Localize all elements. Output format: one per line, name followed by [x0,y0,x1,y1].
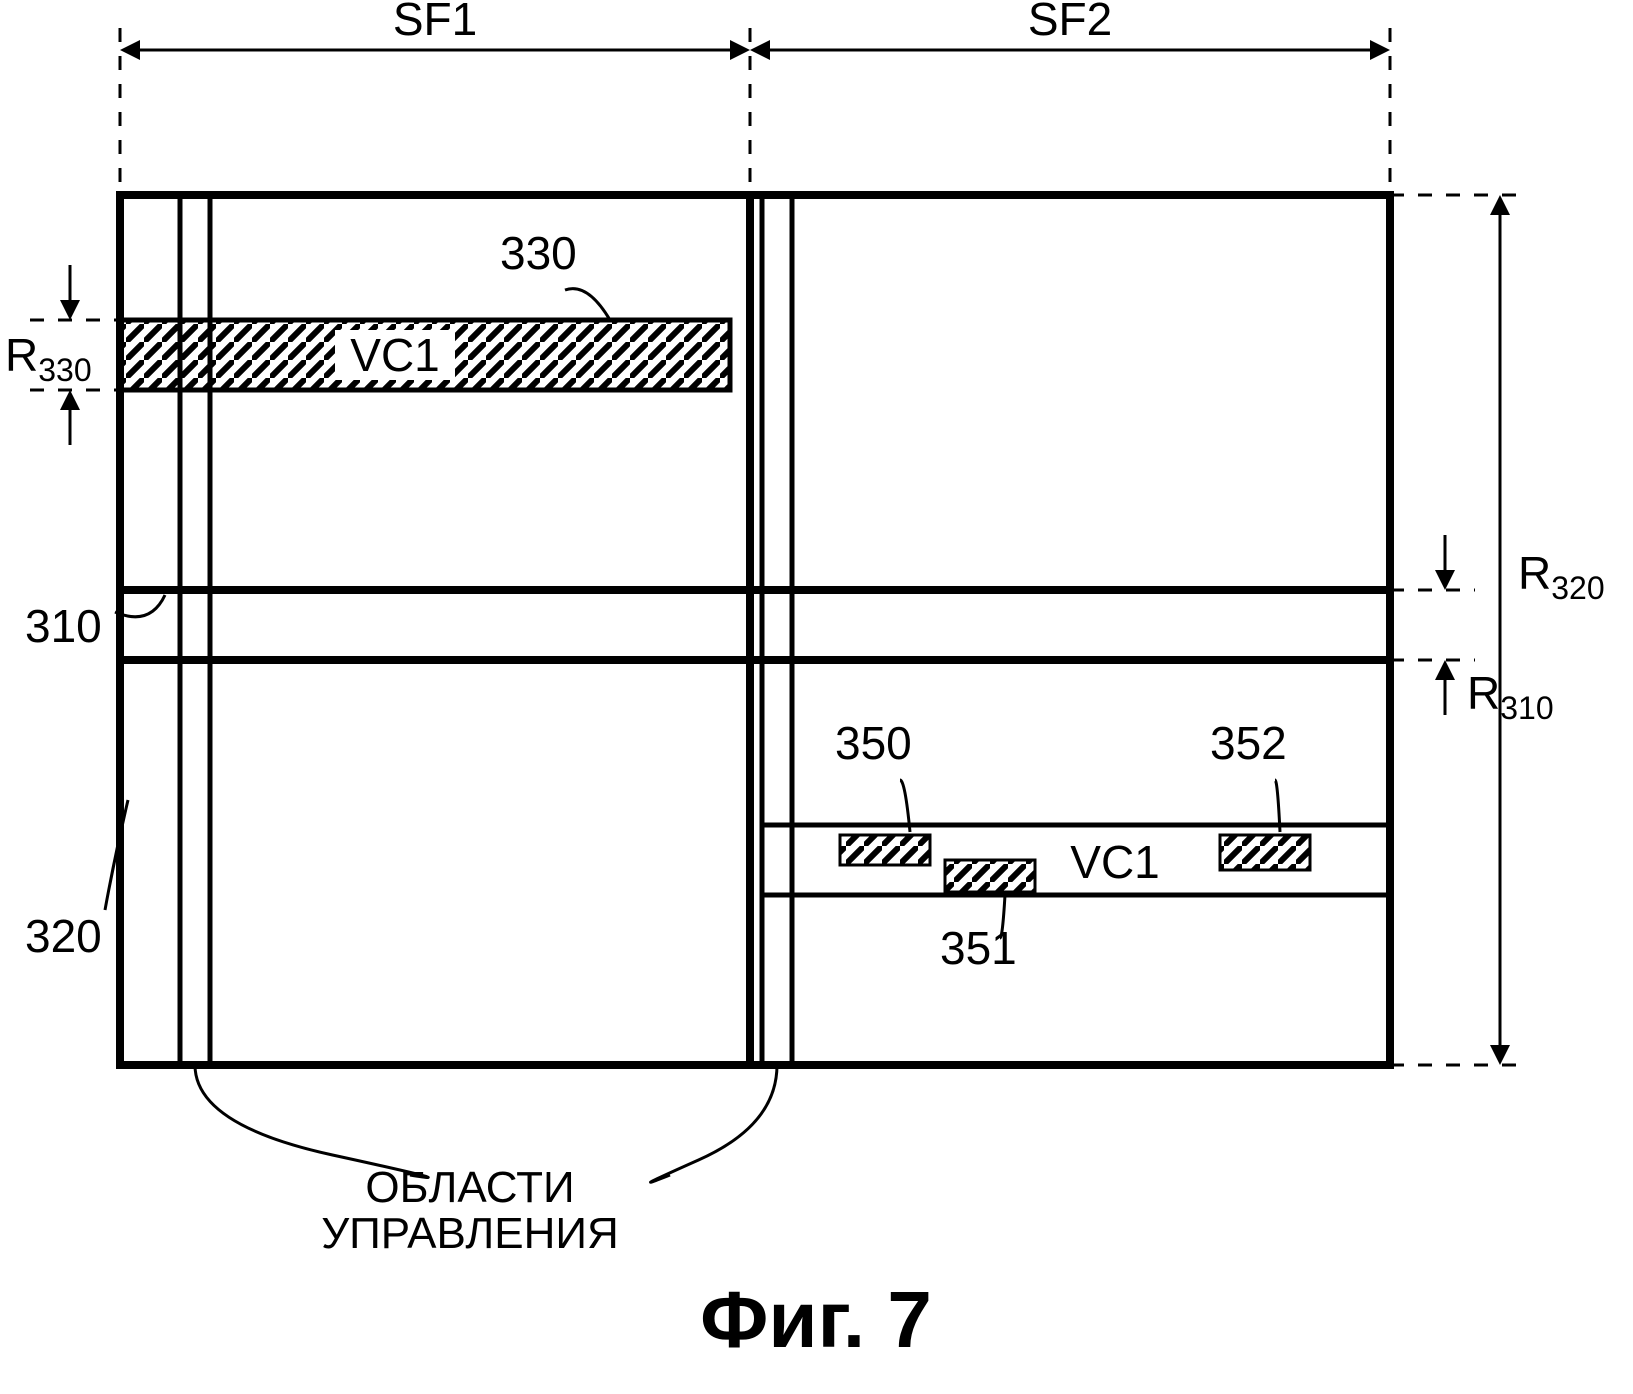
lead-330: 330 [500,230,577,276]
vc1-upper-text: VC1 [350,332,439,378]
r320-label: R320 [1518,550,1605,604]
figure-caption: Фиг. 7 [700,1280,932,1360]
vc1-lower-text: VC1 [1070,839,1159,885]
sf2-label: SF2 [1028,0,1112,42]
control-areas-label: ОБЛАСТИ УПРАВЛЕНИЯ [321,1165,619,1257]
lead-351: 351 [940,925,1017,971]
lead-320: 320 [25,913,102,959]
segment-352 [1220,835,1310,870]
lead-350: 350 [835,720,912,766]
segment-351 [945,860,1035,892]
lead-310: 310 [25,603,102,649]
r330-label: R330 [5,332,92,386]
r310-label: R310 [1467,670,1554,724]
sf1-label: SF1 [393,0,477,42]
lead-352: 352 [1210,720,1287,766]
segment-350 [840,835,930,865]
